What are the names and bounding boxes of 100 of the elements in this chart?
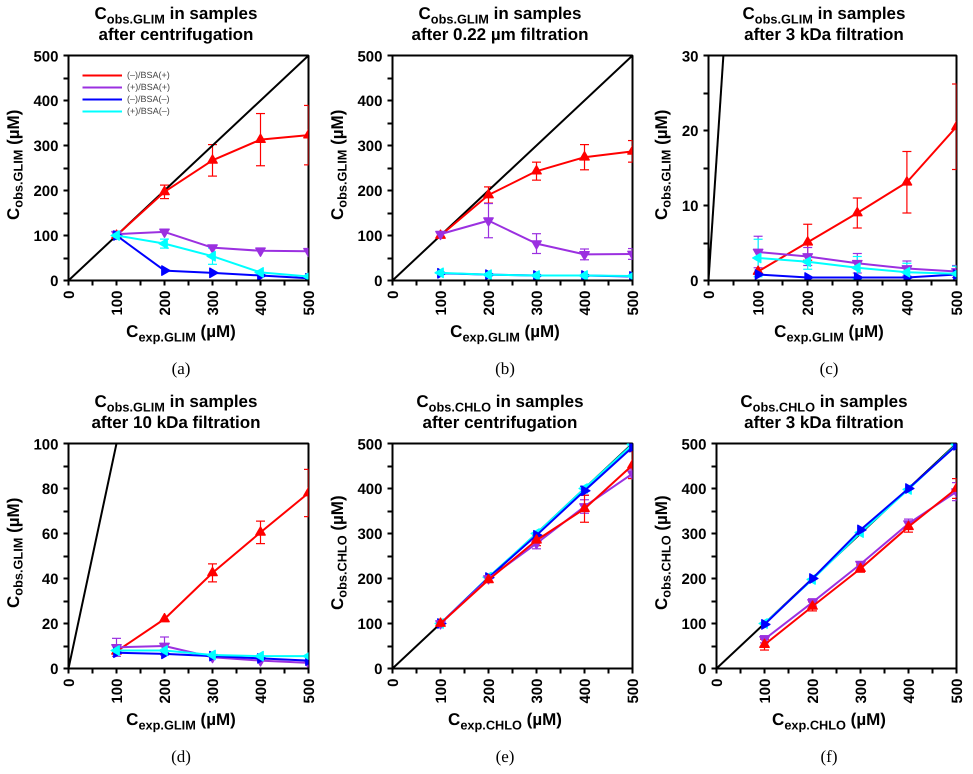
x-tick-label: 300 xyxy=(205,290,222,316)
x-tick-label: 100 xyxy=(757,678,774,704)
x-tick-label: 0 xyxy=(61,290,78,299)
x-tick-label: 200 xyxy=(481,290,498,316)
legend-label: (–)/BSA(–) xyxy=(127,93,170,105)
point xyxy=(254,650,264,662)
text: (f) xyxy=(820,746,838,768)
x-tick-label: 200 xyxy=(157,290,174,316)
point xyxy=(530,270,540,280)
y-tick-label: 200 xyxy=(357,571,383,588)
point xyxy=(161,265,171,276)
y-tick-label: 300 xyxy=(33,138,59,155)
y-tick-label: 30 xyxy=(682,48,699,66)
y-tick-label: 400 xyxy=(357,93,383,110)
x-tick-label: 400 xyxy=(577,290,594,316)
x-tick-label: 200 xyxy=(805,678,822,704)
point xyxy=(159,612,170,622)
point xyxy=(761,618,771,630)
y-tick-label: 80 xyxy=(42,481,59,498)
x-tick-label: 0 xyxy=(61,678,78,687)
y-tick-label: 500 xyxy=(357,48,383,66)
x-tick-label: 0 xyxy=(701,290,718,299)
y-tick-label: 200 xyxy=(681,571,707,588)
x-tick-label: 300 xyxy=(529,290,546,316)
chart-title: C$_{obs.CHLO}$ in samples after centrifugation xyxy=(416,392,584,432)
point xyxy=(254,266,264,278)
chart-title: C$_{obs.GLIM}$ in samples after centrifugation xyxy=(94,4,258,44)
x-tick-label: 100 xyxy=(750,290,768,316)
y-tick-label: 100 xyxy=(357,228,383,245)
text: (b) xyxy=(495,358,515,380)
x-axis-title: C$_{exp.CHLO}$ (µM) xyxy=(772,710,886,732)
x-tick-label: 500 xyxy=(949,290,966,316)
chart-title: C$_{obs.GLIM}$ in samples after 0.22 µm filtration xyxy=(411,4,588,44)
point xyxy=(206,650,216,660)
text: (a) xyxy=(172,358,190,380)
x-axis-title: C$_{exp.GLIM}$ (µM) xyxy=(450,322,560,344)
text: (e) xyxy=(496,746,514,768)
point xyxy=(207,154,218,164)
x-tick-label: 0 xyxy=(385,290,402,299)
x-tick-label: 100 xyxy=(433,678,450,704)
x-tick-label: 400 xyxy=(577,678,594,704)
x-tick-label: 400 xyxy=(901,678,918,704)
chart-title: C$_{obs.CHLO}$ in samples after 3 kDa filtration xyxy=(740,392,908,432)
point xyxy=(759,638,770,648)
x-axis-title: C$_{exp.GLIM}$ (µM) xyxy=(126,710,236,732)
x-tick-label: 400 xyxy=(253,678,270,704)
legend-label: (+)/BSA(–) xyxy=(127,105,170,117)
x-tick-label: 500 xyxy=(625,290,642,316)
point xyxy=(255,526,266,536)
point xyxy=(206,250,216,262)
x-tick-label: 200 xyxy=(481,678,498,704)
y-tick-label: 300 xyxy=(357,526,383,543)
y-tick-label: 10 xyxy=(682,198,699,215)
x-tick-label: 300 xyxy=(205,678,222,704)
point xyxy=(483,188,494,198)
y-tick-label: 500 xyxy=(33,48,59,66)
y-tick-label: 20 xyxy=(42,616,59,633)
x-tick-label: 0 xyxy=(385,678,402,687)
legend-label: (–)/BSA(+) xyxy=(127,69,170,81)
x-tick-label: 500 xyxy=(625,678,642,704)
y-tick-label: 400 xyxy=(681,481,707,498)
y-tick-label: 500 xyxy=(357,436,383,454)
y-tick-label: 500 xyxy=(681,436,707,454)
y-tick-label: 100 xyxy=(33,436,59,454)
point xyxy=(578,270,588,280)
y-tick-label: 60 xyxy=(42,526,59,543)
x-tick-label: 500 xyxy=(301,290,318,316)
y-tick-label: 100 xyxy=(681,616,707,633)
point xyxy=(159,186,170,196)
x-tick-label: 100 xyxy=(109,678,126,704)
y-tick-label: 300 xyxy=(357,138,383,155)
x-tick-label: 500 xyxy=(301,678,318,704)
x-tick-label: 500 xyxy=(949,678,966,704)
x-tick-label: 300 xyxy=(529,678,546,704)
y-tick-label: 100 xyxy=(357,616,383,633)
point xyxy=(531,164,542,175)
point xyxy=(207,566,218,576)
x-tick-label: 100 xyxy=(109,290,126,316)
y-tick-label: 40 xyxy=(42,571,59,588)
y-tick-label: 400 xyxy=(33,93,59,110)
x-axis-title: C$_{exp.CHLO}$ (µM) xyxy=(448,710,562,732)
x-axis-title: C$_{exp.GLIM}$ (µM) xyxy=(774,322,884,344)
x-tick-label: 200 xyxy=(157,678,174,704)
chart-title: C$_{obs.GLIM}$ in samples after 3 kDa filtration xyxy=(742,4,906,44)
x-tick-label: 400 xyxy=(899,290,916,316)
y-tick-label: 100 xyxy=(33,228,59,245)
y-tick-label: 200 xyxy=(357,183,383,200)
x-tick-label: 200 xyxy=(800,290,818,316)
x-tick-label: 0 xyxy=(709,678,726,687)
y-tick-label: 300 xyxy=(681,526,707,543)
x-axis-title: C$_{exp.GLIM}$ (µM) xyxy=(126,322,236,344)
y-tick-label: 400 xyxy=(357,481,383,498)
point xyxy=(482,269,492,280)
x-tick-label: 300 xyxy=(850,290,867,316)
x-tick-label: 400 xyxy=(253,290,270,316)
x-tick-label: 300 xyxy=(853,678,870,704)
text: (c) xyxy=(820,358,838,380)
legend-label: (+)/BSA(+) xyxy=(127,81,170,93)
y-tick-label: 200 xyxy=(33,183,59,200)
y-tick-label: 20 xyxy=(682,123,699,140)
